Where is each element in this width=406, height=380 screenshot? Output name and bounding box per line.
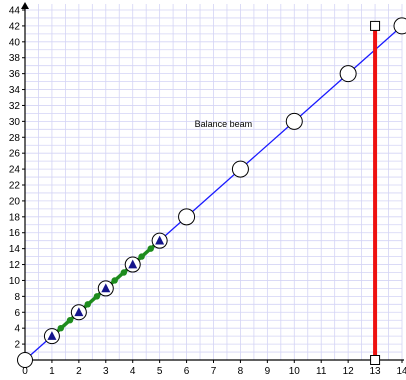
y-tick-label: 34: [9, 85, 21, 96]
y-tick-label: 26: [9, 149, 21, 160]
x-tick-label: 14: [396, 366, 406, 377]
data-point-triangle: [128, 259, 138, 269]
y-tick-label: 4: [14, 324, 20, 335]
grid-lines: [24, 4, 403, 361]
y-tick-label: 8: [14, 292, 20, 303]
x-tick-label: 2: [76, 366, 82, 377]
green-dot: [111, 277, 118, 284]
data-point-circle: [231, 160, 249, 178]
x-tick-label: 9: [265, 366, 271, 377]
green-dot: [147, 245, 154, 252]
tick-labels: 2468101214161820222426283032343638404244…: [9, 6, 406, 378]
y-tick-label: 2: [14, 340, 20, 351]
x-tick-label: 11: [316, 366, 327, 377]
y-tick-label: 28: [9, 133, 21, 144]
y-tick-label: 16: [9, 228, 21, 239]
y-tick-label: 6: [14, 308, 20, 319]
y-axis-arrow: [21, 2, 29, 9]
data-point-circle: [17, 352, 33, 368]
y-tick-label: 18: [9, 212, 21, 223]
data-point-circle: [178, 208, 196, 226]
x-tick-label: 0: [22, 366, 28, 377]
data-point-triangle: [74, 307, 84, 317]
x-tick-label: 8: [238, 366, 244, 377]
data-point-triangle: [101, 283, 111, 293]
x-tick-label: 13: [370, 366, 382, 377]
x-tick-label: 5: [157, 366, 163, 377]
y-tick-label: 22: [9, 181, 21, 192]
y-tick-label: 42: [9, 21, 21, 32]
y-tick-label: 24: [9, 165, 21, 176]
green-dot: [57, 324, 65, 332]
y-tick-label: 38: [9, 53, 21, 64]
y-tick-label: 10: [9, 276, 21, 287]
data-point-circle: [339, 65, 357, 83]
data-point-circle: [285, 112, 303, 130]
x-tick-label: 4: [130, 366, 136, 377]
green-dot: [66, 317, 74, 324]
y-tick-label: 20: [9, 196, 21, 207]
beam-end-square: [370, 355, 381, 365]
y-tick-label: 44: [9, 6, 21, 17]
y-tick-label: 30: [9, 117, 21, 128]
x-tick-label: 7: [211, 366, 217, 377]
data-point-circle: [393, 17, 406, 35]
x-tick-label: 1: [49, 366, 55, 377]
green-dot: [138, 253, 145, 260]
beam-end-square: [370, 20, 381, 31]
y-tick-label: 12: [9, 260, 21, 271]
y-tick-label: 40: [9, 37, 21, 48]
data-point-triangle: [155, 235, 165, 245]
x-tick-label: 10: [289, 366, 301, 377]
y-tick-label: 14: [9, 244, 21, 255]
green-dot: [93, 293, 101, 300]
y-tick-label: 32: [9, 101, 21, 112]
data-marks: [17, 17, 406, 368]
y-tick-label: 36: [9, 69, 21, 80]
x-tick-label: 6: [184, 366, 190, 377]
green-dot: [84, 301, 91, 308]
green-dot: [120, 269, 128, 276]
data-point-triangle: [47, 331, 57, 340]
axes: [21, 2, 404, 363]
x-tick-label: 12: [343, 366, 355, 377]
balance-beam-label: Balance beam: [195, 119, 253, 129]
x-tick-label: 3: [103, 366, 109, 377]
